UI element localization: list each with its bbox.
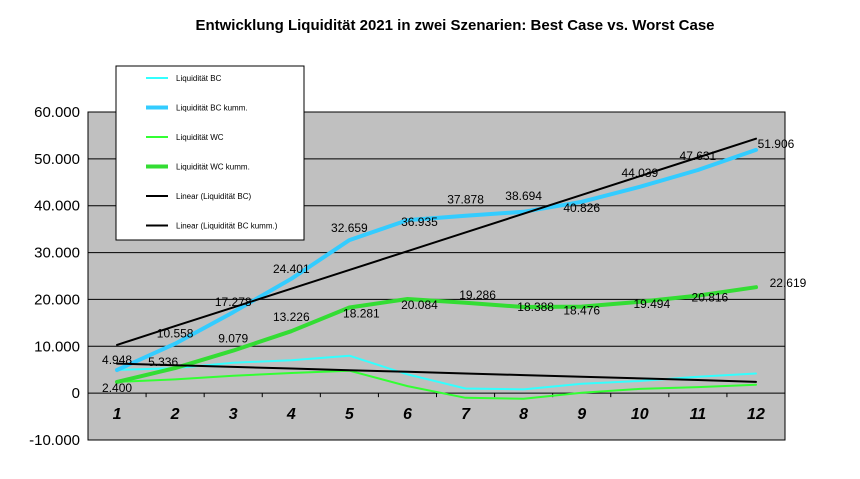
legend-entry: Liquidität BC — [176, 74, 222, 83]
data-label: 47.631 — [680, 149, 717, 163]
x-tick-label: 11 — [690, 406, 707, 423]
x-tick-label: 7 — [461, 406, 471, 423]
data-label: 13.226 — [273, 310, 310, 324]
x-tick-label: 1 — [113, 406, 122, 423]
x-tick-label: 3 — [229, 406, 238, 423]
data-label: 40.826 — [563, 201, 600, 215]
legend-entry: Liquidität BC kumm. — [176, 104, 248, 113]
data-label: 22.619 — [770, 276, 807, 290]
data-label: 5.336 — [148, 355, 178, 369]
x-tick-label: 6 — [403, 406, 412, 423]
data-label: 10.558 — [157, 327, 194, 341]
y-tick-label: 20.000 — [34, 291, 80, 308]
x-tick-label: 10 — [631, 406, 649, 423]
data-label: 37.878 — [447, 193, 484, 207]
x-tick-label: 8 — [519, 406, 528, 423]
y-tick-label: 40.000 — [34, 198, 80, 215]
y-tick-label: 0 — [72, 385, 80, 402]
legend: Liquidität BC Liquidität BC kumm. Liquidit… — [116, 66, 304, 240]
x-tick-label: 5 — [345, 406, 355, 423]
data-label: 19.494 — [633, 297, 670, 311]
data-label: 17.278 — [215, 295, 252, 309]
data-label: 4.948 — [102, 353, 132, 367]
data-label: 24.401 — [273, 262, 310, 276]
data-label: 38.694 — [505, 189, 542, 203]
y-tick-label: 50.000 — [34, 151, 80, 168]
data-label: 51.906 — [758, 137, 795, 151]
legend-box — [116, 66, 304, 240]
data-label: 20.084 — [401, 298, 438, 312]
data-label: 18.388 — [517, 300, 554, 314]
legend-entry: Linear (Liquidität BC kumm.) — [176, 222, 278, 231]
y-tick-label: 30.000 — [34, 245, 80, 262]
data-label: 2.400 — [102, 381, 132, 395]
legend-entry: Liquidität WC — [176, 133, 224, 142]
x-tick-label: 4 — [286, 406, 296, 423]
data-label: 18.281 — [343, 306, 380, 320]
y-axis: 60.000 50.000 40.000 30.000 20.000 10.000 0 -10… — [29, 104, 80, 449]
x-tick-label: 12 — [747, 406, 765, 423]
legend-entry: Linear (Liquidität BC) — [176, 192, 251, 201]
x-tick-label: 9 — [577, 406, 586, 423]
x-tick-label: 2 — [170, 406, 180, 423]
y-tick-label: 60.000 — [34, 104, 80, 121]
data-label: 19.286 — [459, 288, 496, 302]
data-label: 32.659 — [331, 221, 368, 235]
data-label: 9.079 — [218, 332, 248, 346]
legend-entry: Liquidität WC kumm. — [176, 163, 250, 172]
data-label: 20.816 — [692, 291, 729, 305]
data-label: 36.935 — [401, 215, 438, 229]
data-label: 18.476 — [563, 304, 600, 318]
data-label: 44.039 — [621, 166, 658, 180]
y-tick-label: -10.000 — [29, 432, 80, 449]
chart-title: Entwicklung Liquidität 2021 in zwei Szen… — [195, 17, 714, 34]
y-tick-label: 10.000 — [34, 338, 80, 355]
